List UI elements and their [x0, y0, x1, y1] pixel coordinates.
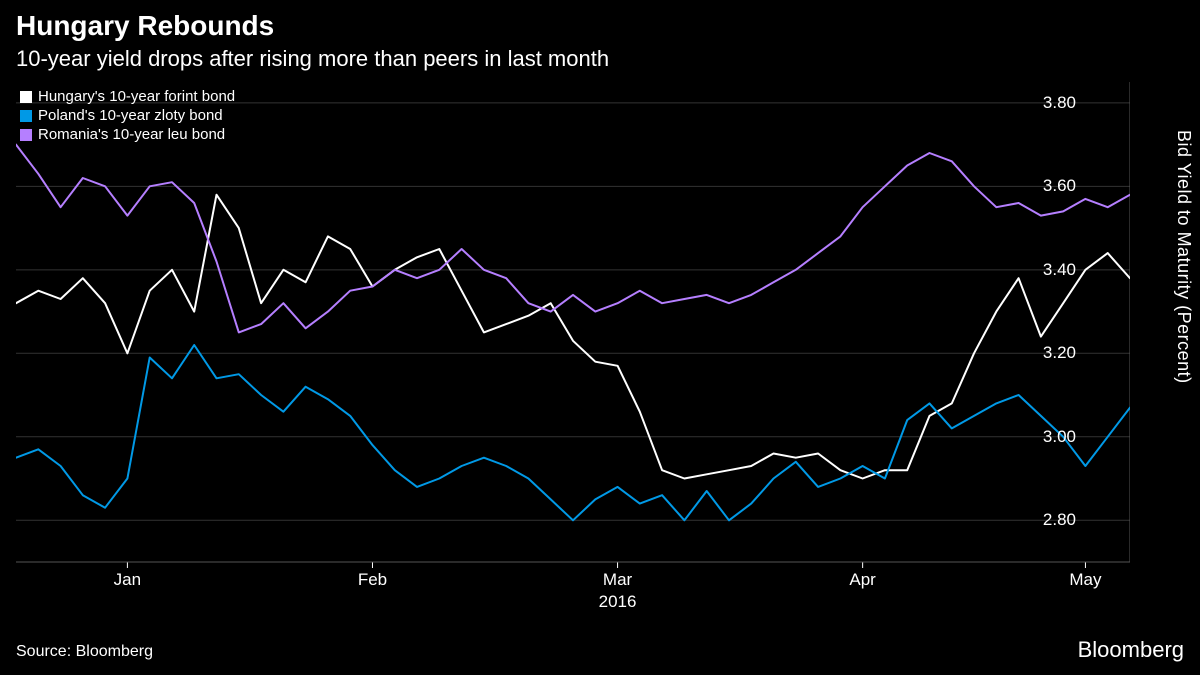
source-label: Source: Bloomberg	[16, 643, 153, 661]
chart-subtitle: 10-year yield drops after rising more th…	[16, 46, 609, 72]
x-tick-label: Jan	[114, 570, 141, 590]
x-year-label: 2016	[599, 592, 637, 612]
legend-item: Hungary's 10-year forint bond	[20, 88, 235, 105]
y-tick-label: 2.80	[1043, 510, 1076, 530]
y-tick-label: 3.80	[1043, 93, 1076, 113]
legend-swatch	[20, 129, 32, 141]
y-tick-label: 3.40	[1043, 260, 1076, 280]
legend-swatch	[20, 91, 32, 103]
y-axis-title: Bid Yield to Maturity (Percent)	[1173, 130, 1194, 384]
y-tick-label: 3.20	[1043, 343, 1076, 363]
brand-label: Bloomberg	[1078, 637, 1184, 663]
legend: Hungary's 10-year forint bond Poland's 1…	[20, 88, 235, 145]
legend-label: Romania's 10-year leu bond	[38, 126, 225, 143]
legend-label: Hungary's 10-year forint bond	[38, 88, 235, 105]
chart-area: Hungary's 10-year forint bond Poland's 1…	[16, 82, 1130, 602]
line-chart-svg	[16, 82, 1130, 602]
x-tick-label: May	[1069, 570, 1101, 590]
legend-label: Poland's 10-year zloty bond	[38, 107, 223, 124]
chart-title: Hungary Rebounds	[16, 10, 274, 42]
x-tick-label: Apr	[849, 570, 875, 590]
x-tick-label: Feb	[358, 570, 387, 590]
legend-swatch	[20, 110, 32, 122]
legend-item: Romania's 10-year leu bond	[20, 126, 235, 143]
y-tick-label: 3.00	[1043, 427, 1076, 447]
y-tick-label: 3.60	[1043, 176, 1076, 196]
legend-item: Poland's 10-year zloty bond	[20, 107, 235, 124]
x-tick-label: Mar	[603, 570, 632, 590]
